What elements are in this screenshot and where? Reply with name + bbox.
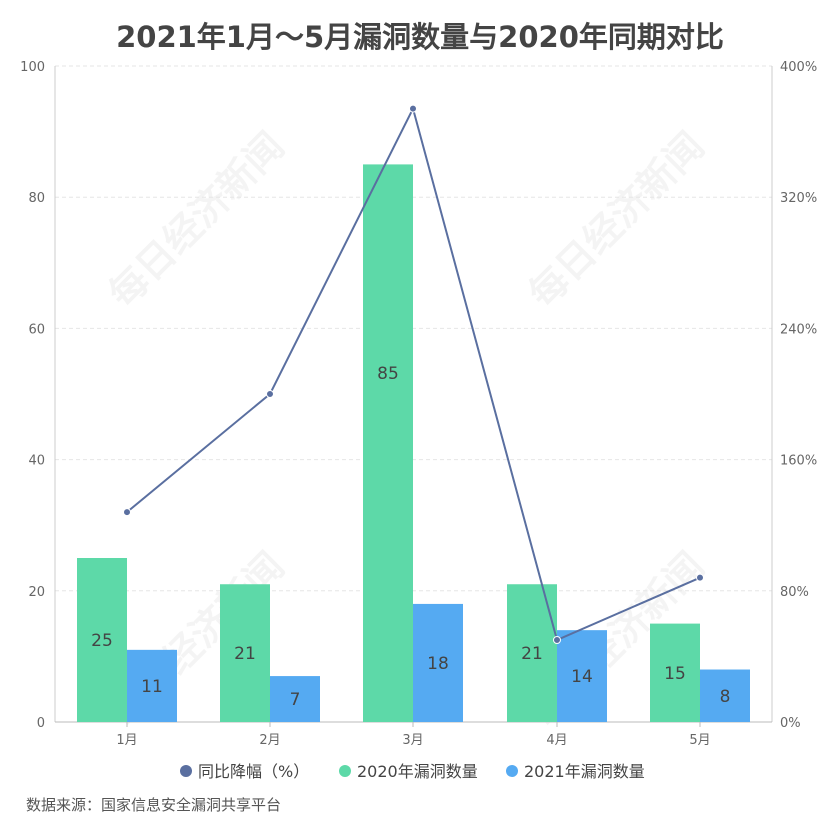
bar-2021 <box>557 630 607 722</box>
data-label-2020: 85 <box>377 364 399 384</box>
bar-2020 <box>77 558 127 722</box>
bar-2020 <box>650 623 700 722</box>
data-label-2021: 7 <box>290 690 301 710</box>
line-point <box>266 390 274 398</box>
x-tick-label: 4月 <box>546 733 567 748</box>
y-tick-label-right: 80% <box>780 585 809 600</box>
x-tick-label: 2月 <box>259 733 280 748</box>
data-label-2020: 21 <box>521 644 543 664</box>
line-yoy-decline <box>126 105 701 642</box>
data-label-2021: 14 <box>571 667 593 687</box>
y-tick-label-right: 240% <box>780 322 817 337</box>
source-note: 数据来源：国家信息安全漏洞共享平台 <box>26 796 282 814</box>
legend-marker <box>339 765 351 777</box>
legend-marker <box>180 765 192 777</box>
y-tick-label-left: 100 <box>20 60 45 75</box>
y-tick-label-left: 40 <box>28 454 45 469</box>
y-tick-label-right: 0% <box>780 716 801 731</box>
x-tick-label: 5月 <box>689 733 710 748</box>
chart-title: 2021年1月～5月漏洞数量与2020年同期对比 <box>116 20 724 54</box>
bar-2021 <box>413 603 463 722</box>
legend-label: 2020年漏洞数量 <box>357 762 478 781</box>
legend-label: 2021年漏洞数量 <box>524 762 645 781</box>
line-point <box>409 104 417 113</box>
data-label-2020: 25 <box>91 631 113 651</box>
y-tick-label-right: 320% <box>780 191 817 206</box>
y-tick-label-left: 60 <box>28 322 45 337</box>
bar-2021 <box>270 676 320 722</box>
line-point <box>553 636 561 644</box>
legend-marker <box>506 765 518 777</box>
x-tick-label: 3月 <box>402 733 423 748</box>
y-tick-label-left: 0 <box>37 716 45 731</box>
line-point <box>123 508 131 517</box>
bar-2021 <box>700 669 750 722</box>
y-tick-label-left: 80 <box>28 191 45 206</box>
data-label-2020: 15 <box>664 664 686 684</box>
legend-label: 同比降幅（%） <box>198 762 309 781</box>
y-tick-label-left: 20 <box>28 585 45 600</box>
x-tick-label: 1月 <box>116 733 137 748</box>
y-tick-label-right: 160% <box>780 454 817 469</box>
bar-2020 <box>363 164 413 722</box>
y-tick-label-right: 400% <box>780 60 817 75</box>
data-label-2021: 11 <box>141 677 163 697</box>
bar-2020 <box>220 584 270 722</box>
data-label-2020: 21 <box>234 644 256 664</box>
bar-2021 <box>127 649 177 722</box>
line-point <box>696 573 704 582</box>
data-label-2021: 18 <box>427 654 449 674</box>
data-label-2021: 8 <box>720 687 731 707</box>
